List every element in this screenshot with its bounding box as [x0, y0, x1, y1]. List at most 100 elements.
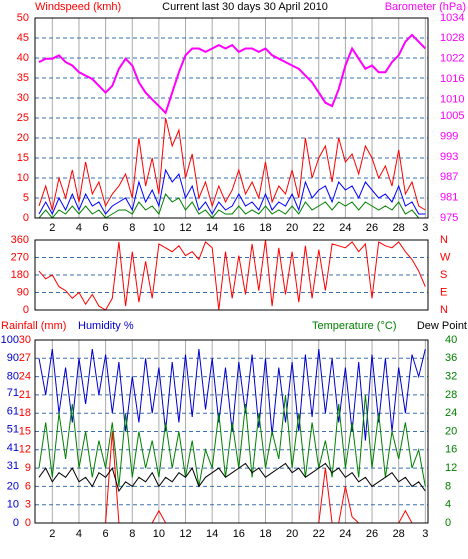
y2-tick-label: 1022 [440, 53, 464, 65]
y2-tick-label: 1005 [440, 110, 464, 122]
y-tick-label: 35 [17, 72, 29, 84]
y2-tick-label: 8 [445, 480, 451, 492]
humidity-tick-label: 20 [7, 480, 19, 492]
y-tick-label: 45 [17, 32, 29, 44]
x-tick-label: 18 [259, 528, 271, 540]
series-line [38, 168, 426, 216]
humidity-tick-label: 31 [7, 460, 19, 472]
x-tick-label: 3 [422, 222, 428, 234]
humidity-tick-label: 90 [7, 352, 19, 364]
humidity-label: Humidity % [78, 320, 134, 332]
y2-tick-label: 993 [440, 151, 458, 163]
y2-tick-label: 36 [445, 352, 457, 364]
plot-border [34, 17, 429, 219]
x-tick-label: 14 [206, 222, 218, 234]
x-tick-label: 26 [366, 222, 378, 234]
y2-tick-label: W [440, 251, 451, 263]
series-line [38, 394, 426, 487]
humidity-tick-label: 100 [1, 334, 19, 346]
y2-tick-label: 40 [445, 334, 457, 346]
y-tick-label: 15 [19, 425, 31, 437]
y2-tick-label: 975 [440, 212, 458, 224]
wind-label: Windspeed (kmh) [35, 1, 121, 13]
y-tick-label: 270 [11, 251, 29, 263]
humidity-tick-label: 61 [7, 405, 19, 417]
y-tick-label: 6 [25, 480, 31, 492]
y-tick-label: 50 [17, 12, 29, 24]
x-tick-label: 24 [339, 528, 351, 540]
y-tick-label: 0 [23, 304, 29, 316]
series-line [38, 462, 426, 493]
y2-tick-label: 987 [440, 171, 458, 183]
y-tick-label: 90 [17, 286, 29, 298]
x-tick-label: 6 [103, 528, 109, 540]
y-tick-label: 27 [19, 352, 31, 364]
x-tick-label: 14 [206, 528, 218, 540]
y2-tick-label: 981 [440, 192, 458, 204]
chart-title: Current last 30 days 30 April 2010 [162, 1, 328, 13]
y2-tick-label: E [440, 286, 447, 298]
y2-tick-label: 4 [445, 499, 451, 511]
y2-tick-label: 0 [445, 517, 451, 529]
x-tick-label: 8 [129, 528, 135, 540]
series-line [38, 348, 426, 441]
x-tick-label: 18 [259, 222, 271, 234]
y-tick-label: 20 [17, 132, 29, 144]
y2-tick-label: 16 [445, 444, 457, 456]
humidity-tick-label: 41 [7, 442, 19, 454]
x-tick-label: 12 [179, 222, 191, 234]
y2-tick-label: N [440, 304, 448, 316]
series-line [38, 117, 426, 211]
y2-tick-label: 999 [440, 131, 458, 143]
y2-tick-label: 12 [445, 462, 457, 474]
x-tick-label: 16 [233, 528, 245, 540]
x-tick-label: 2 [49, 528, 55, 540]
humidity-tick-label: 51 [7, 424, 19, 436]
y2-tick-label: N [440, 234, 448, 246]
x-tick-label: 3 [422, 528, 428, 540]
plot-border [34, 239, 429, 311]
y2-tick-label: 1028 [440, 32, 464, 44]
y2-tick-label: 32 [445, 371, 457, 383]
y-tick-label: 9 [25, 462, 31, 474]
x-tick-label: 26 [366, 528, 378, 540]
x-tick-label: 10 [153, 222, 165, 234]
y-tick-label: 3 [25, 499, 31, 511]
series-line [38, 239, 426, 311]
y-tick-label: 30 [17, 92, 29, 104]
y-tick-label: 0 [25, 517, 31, 529]
series-line [38, 192, 426, 219]
rain-label: Rainfall (mm) [1, 320, 66, 332]
x-tick-label: 20 [286, 222, 298, 234]
humidity-tick-label: 71 [7, 387, 19, 399]
x-tick-label: 28 [393, 222, 405, 234]
y-tick-label: 30 [19, 334, 31, 346]
y-tick-label: 18 [19, 407, 31, 419]
temperature-label: Temperature (°C) [312, 320, 396, 332]
y2-tick-label: 28 [445, 389, 457, 401]
plot-border [34, 339, 429, 524]
x-tick-label: 6 [103, 222, 109, 234]
y2-tick-label: 20 [445, 425, 457, 437]
y-tick-label: 40 [17, 52, 29, 64]
x-tick-label: 22 [313, 528, 325, 540]
y-tick-label: 25 [17, 112, 29, 124]
x-tick-label: 16 [233, 222, 245, 234]
x-tick-label: 8 [129, 222, 135, 234]
x-tick-label: 20 [286, 528, 298, 540]
x-tick-label: 24 [339, 222, 351, 234]
humidity-tick-label: 80 [7, 371, 19, 383]
y-tick-label: 24 [19, 371, 31, 383]
y-tick-label: 21 [19, 389, 31, 401]
y-tick-label: 12 [19, 444, 31, 456]
y-tick-label: 10 [17, 172, 29, 184]
x-tick-label: 4 [76, 528, 82, 540]
y2-tick-label: 1010 [440, 93, 464, 105]
x-tick-label: 28 [393, 528, 405, 540]
y-tick-label: 15 [17, 152, 29, 164]
x-tick-label: 10 [153, 528, 165, 540]
y2-tick-label: 24 [445, 407, 457, 419]
humidity-tick-label: 10 [7, 499, 19, 511]
y-tick-label: 360 [11, 234, 29, 246]
